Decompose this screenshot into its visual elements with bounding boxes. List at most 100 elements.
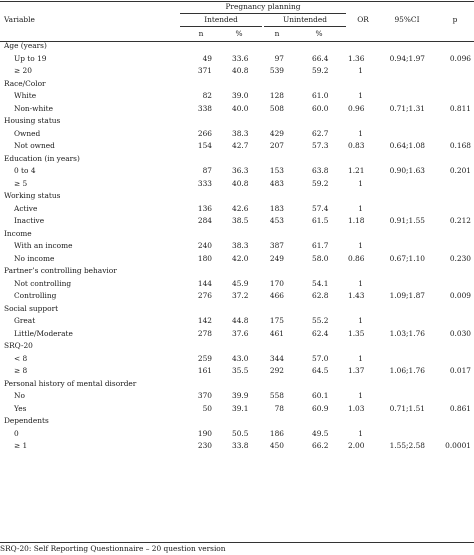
group-label: Partner’s controlling behavior (4, 266, 117, 275)
n-intended-cell: 161 (197, 366, 212, 375)
pct-intended-cell: 40.8 (232, 178, 249, 188)
category-label: Inactive (14, 216, 45, 225)
pct-unintended-cell: 66.4 (312, 53, 329, 63)
n-intended-cell: 230 (197, 441, 212, 450)
category-label: No (14, 391, 25, 400)
table-body: Age (years) Up to 19 49 33.6 97 66.4 1.36 0.94;… (0, 40, 474, 453)
n-intended-cell: 87 (202, 166, 212, 175)
category-label: No income (14, 253, 55, 263)
n-unintended-cell: 461 (269, 328, 284, 338)
header-or: OR (357, 15, 369, 24)
odds-ratio-cell: 1 (358, 278, 363, 288)
category-label: ≥ 5 (14, 178, 28, 188)
odds-ratio-cell: 1 (358, 178, 363, 188)
n-unintended-cell: 78 (274, 403, 284, 413)
group-header-row: Age (years) (0, 40, 474, 53)
pct-unintended-cell: 60.0 (312, 103, 329, 113)
table-row: Active 136 42.6 183 57.4 1 (0, 203, 474, 216)
category-label: Not owned (14, 141, 55, 150)
pct-unintended-cell: 61.7 (312, 241, 329, 250)
table-row: ≥ 20 371 40.8 539 59.2 1 (0, 65, 474, 78)
pct-unintended-cell: 60.1 (312, 391, 329, 400)
header-n-unintended: n (274, 29, 280, 38)
n-unintended-cell: 128 (269, 91, 284, 100)
pct-intended-cell: 39.1 (232, 403, 249, 413)
n-unintended-cell: 183 (269, 203, 284, 213)
group-header-row: Personal history of mental disorder (0, 378, 474, 391)
pct-intended-cell: 38.3 (232, 128, 249, 138)
header-variable: Variable (4, 15, 35, 24)
group-label: Income (4, 228, 32, 238)
pct-unintended-cell: 58.0 (312, 253, 329, 263)
n-unintended-cell: 466 (269, 291, 284, 300)
n-intended-cell: 154 (197, 141, 212, 150)
confidence-interval-cell: 0.71;1.31 (389, 103, 425, 113)
pct-unintended-cell: 61.5 (312, 216, 329, 225)
table-row: Controlling 276 37.2 466 62.8 1.43 1.09;1.87 0.… (0, 290, 474, 303)
confidence-interval-cell: 0.64;1.08 (389, 141, 425, 150)
pct-intended-cell: 40.8 (232, 66, 249, 75)
odds-ratio-cell: 1.21 (348, 166, 365, 175)
pct-intended-cell: 40.0 (232, 103, 249, 113)
n-unintended-cell: 175 (269, 316, 284, 325)
n-unintended-cell: 186 (269, 428, 284, 438)
category-label: Up to 19 (14, 53, 47, 63)
n-unintended-cell: 558 (269, 391, 284, 400)
pct-intended-cell: 33.6 (232, 53, 249, 63)
confidence-interval-cell: 1.09;1.87 (389, 291, 425, 300)
category-label: 0 (14, 428, 19, 438)
odds-ratio-cell: 1 (358, 391, 363, 400)
header-pregnancy-planning: Pregnancy planning (225, 2, 301, 11)
table-row: No income 180 42.0 249 58.0 0.86 0.67;1.10 0.23… (0, 253, 474, 266)
odds-ratio-cell: 0.86 (348, 253, 365, 263)
p-value-cell: 0.230 (449, 253, 471, 263)
header-intended-rule (180, 26, 262, 27)
table-header: Pregnancy planning Intended Unintended V… (0, 0, 474, 40)
n-unintended-cell: 539 (269, 66, 284, 75)
confidence-interval-cell: 0.71;1.51 (389, 403, 425, 413)
header-p: p (452, 15, 458, 24)
category-label: Non-white (14, 103, 53, 113)
category-label: Controlling (14, 291, 57, 300)
group-label: Personal history of mental disorder (4, 378, 137, 388)
category-label: ≥ 1 (14, 441, 28, 450)
odds-ratio-cell: 1.18 (348, 216, 365, 225)
odds-ratio-cell: 0.83 (348, 141, 365, 150)
header-intended: Intended (204, 15, 238, 24)
header-unintended-rule (264, 26, 346, 27)
group-label: Housing status (4, 116, 61, 125)
group-label: Working status (4, 191, 61, 200)
pct-unintended-cell: 62.7 (312, 128, 329, 138)
pct-unintended-cell: 57.3 (312, 141, 329, 150)
group-label: Age (years) (4, 41, 47, 50)
p-value-cell: 0.861 (449, 403, 471, 413)
pct-intended-cell: 42.6 (232, 203, 249, 213)
n-intended-cell: 180 (197, 253, 212, 263)
n-intended-cell: 276 (197, 291, 212, 300)
p-value-cell: 0.212 (449, 216, 471, 225)
group-label: Education (in years) (4, 153, 80, 163)
pct-intended-cell: 44.8 (232, 316, 249, 325)
category-label: ≥ 8 (14, 366, 28, 375)
odds-ratio-cell: 1 (358, 203, 363, 213)
table-row: Non-white 338 40.0 508 60.0 0.96 0.71;1.31 0.81… (0, 103, 474, 116)
p-value-cell: 0.811 (449, 103, 471, 113)
pct-intended-cell: 37.2 (232, 291, 249, 300)
category-label: 0 to 4 (14, 166, 36, 175)
n-unintended-cell: 508 (269, 103, 284, 113)
group-header-row: Social support (0, 303, 474, 316)
group-header-row: Race/Color (0, 78, 474, 91)
pct-unintended-cell: 62.8 (312, 291, 329, 300)
table-row: White 82 39.0 128 61.0 1 (0, 90, 474, 103)
pct-intended-cell: 39.0 (232, 91, 249, 100)
n-unintended-cell: 170 (269, 278, 284, 288)
table-row: Owned 266 38.3 429 62.7 1 (0, 128, 474, 141)
pct-intended-cell: 42.0 (232, 253, 249, 263)
header-unintended: Unintended (282, 15, 328, 24)
pct-unintended-cell: 57.0 (312, 353, 329, 363)
group-header-row: Partner’s controlling behavior (0, 265, 474, 278)
n-intended-cell: 49 (202, 53, 212, 63)
pct-unintended-cell: 59.2 (312, 178, 329, 188)
odds-ratio-cell: 0.96 (348, 103, 365, 113)
results-table: Pregnancy planning Intended Unintended V… (0, 0, 474, 543)
